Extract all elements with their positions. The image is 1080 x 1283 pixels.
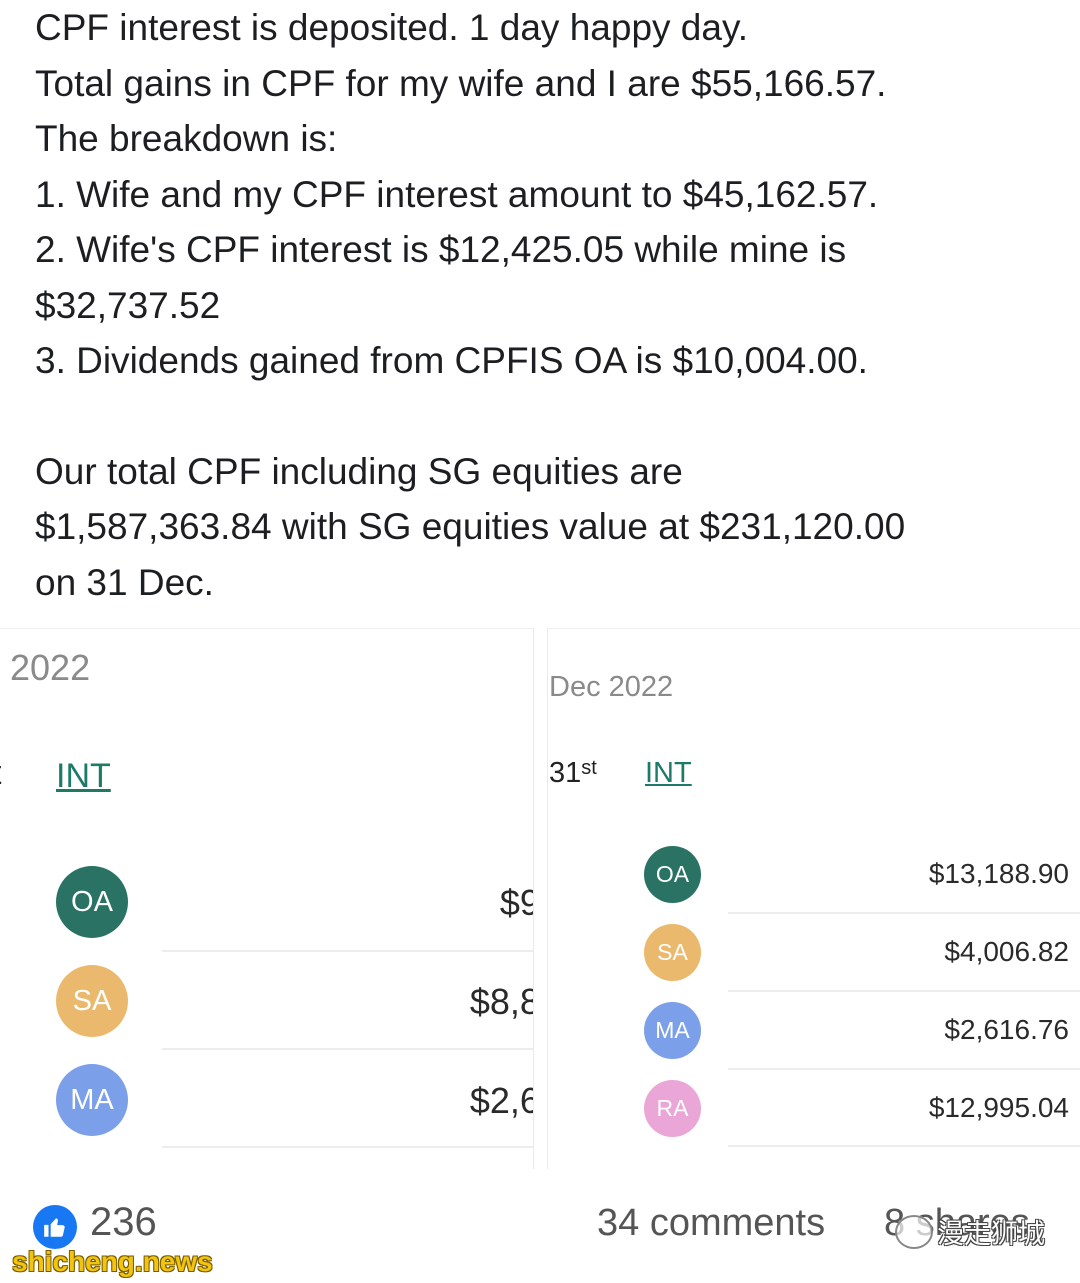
chat-bubble-icon (895, 1214, 933, 1249)
int-link[interactable]: INT (56, 757, 111, 795)
period-label: Dec 2022 (549, 671, 674, 703)
account-amount: $2,616.76 (944, 1014, 1069, 1045)
attached-screenshot-right[interactable]: Dec 2022 31st INT OA $13,188.90 SA $4,00… (547, 628, 1080, 1169)
account-amount: $982 (499, 882, 533, 923)
account-amount: $13,188.90 (928, 858, 1069, 889)
divider (162, 1146, 533, 1148)
divider (728, 1068, 1080, 1070)
post-line: Our total CPF including SG equities are (35, 450, 683, 492)
divider (728, 990, 1080, 992)
watermark-right-text: 漫走狮城 (937, 1219, 1045, 1249)
int-link[interactable]: INT (645, 757, 692, 789)
period-label: 2022 (10, 647, 91, 688)
divider (728, 1145, 1080, 1147)
post-line: 2. Wife's CPF interest is $12,425.05 whi… (35, 229, 847, 270)
like-count[interactable]: 236 (90, 1200, 157, 1244)
day-label: 31st (549, 757, 597, 790)
post-line: The breakdown is: (35, 118, 338, 159)
post-line: 1. Wife and my CPF interest amount to $4… (35, 173, 879, 215)
account-amount: $8,822 (469, 981, 533, 1022)
day-label: t (0, 754, 1, 793)
sa-badge: SA (644, 924, 701, 981)
account-amount: $4,006.82 (944, 936, 1069, 967)
post-line: on 31 Dec. (35, 561, 214, 603)
day-number: 31 (549, 757, 582, 789)
post-line: CPF interest is deposited. 1 day happy d… (35, 7, 748, 48)
post-line: Total gains in CPF for my wife and I are… (35, 62, 887, 104)
thumbs-up-icon[interactable] (33, 1205, 77, 1249)
oa-badge: OA (56, 866, 128, 938)
attached-screenshot-left[interactable]: 2022 t INT OA $982 SA $8,822 MA $2,619 (0, 628, 534, 1169)
divider (162, 1048, 533, 1050)
watermark-left: shicheng.news (12, 1246, 213, 1277)
post-line: 3. Dividends gained from CPFIS OA is $10… (35, 340, 868, 381)
reactions-bar: 236 34 comments 8 shares shicheng.news 漫… (0, 1190, 1080, 1283)
watermark-right: 漫走狮城 (895, 1212, 1045, 1251)
account-amount: $2,619 (469, 1080, 533, 1121)
account-amount: $12,995.04 (928, 1092, 1069, 1123)
divider (728, 912, 1080, 914)
day-suffix: st (581, 757, 597, 779)
ma-badge: MA (56, 1064, 128, 1136)
oa-badge: OA (644, 846, 701, 903)
post-line: $1,587,363.84 with SG equities value at … (35, 506, 906, 547)
post-line: $32,737.52 (35, 284, 221, 326)
comments-link[interactable]: 34 comments (597, 1202, 826, 1244)
ma-badge: MA (644, 1002, 701, 1059)
divider (162, 950, 533, 952)
ra-badge: RA (644, 1080, 701, 1137)
sa-badge: SA (56, 965, 128, 1037)
post-text: CPF interest is deposited. 1 day happy d… (35, 0, 1065, 610)
